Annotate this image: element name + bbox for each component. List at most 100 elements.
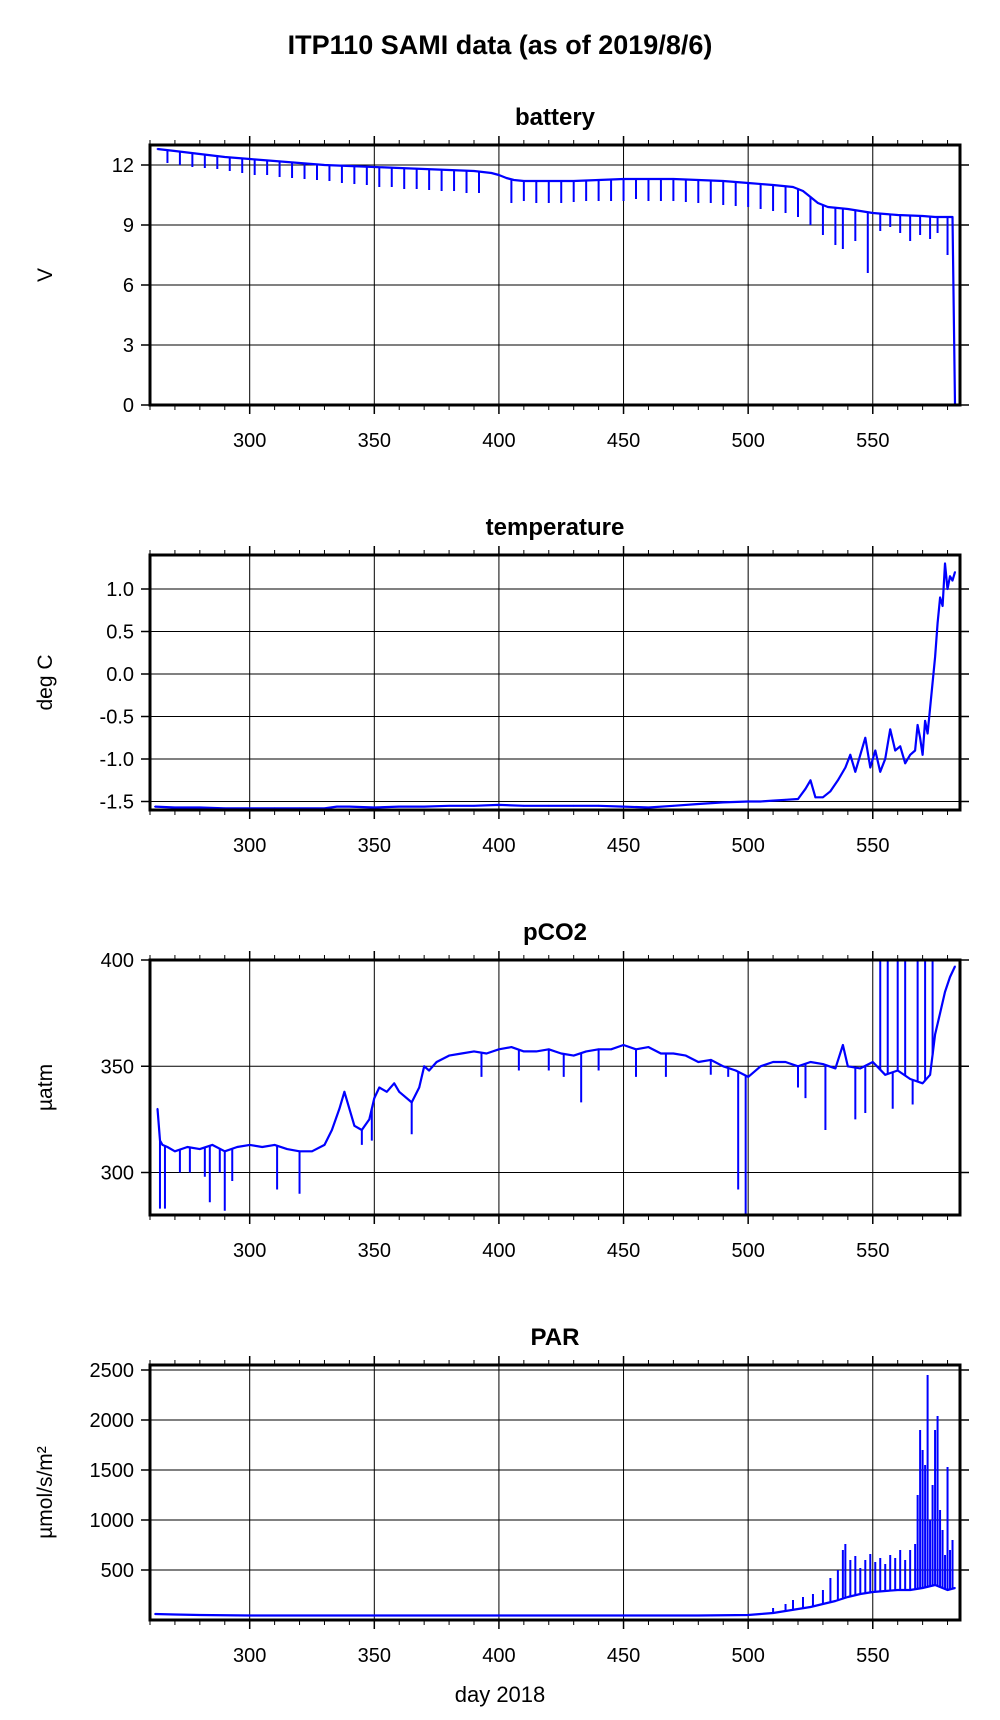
par-title: PAR: [531, 1324, 580, 1351]
par-data-point: [954, 1587, 956, 1589]
temperature-data-point: [954, 571, 956, 573]
battery-data-point: [934, 216, 936, 218]
par-data-point: [154, 1613, 156, 1615]
battery-data-point: [248, 158, 251, 160]
pco2-panel: pCO2 300 350 400 450 500 550 300 350 400 µatm: [34, 919, 969, 1262]
pco2-data-point: [784, 1061, 787, 1063]
temperature-data-point: [904, 762, 907, 765]
pco2-data-point: [535, 1050, 538, 1053]
temperature-data-point: [924, 719, 926, 722]
battery-xtick-label: 300: [233, 430, 266, 452]
pco2-data-point: [949, 976, 951, 978]
temperature-data-point: [572, 804, 575, 807]
temperature-data-point: [931, 681, 934, 684]
pco2-data-point: [398, 1090, 401, 1093]
temperature-ytick-label: -1.0: [100, 749, 134, 771]
battery-data-point: [273, 160, 276, 162]
pco2-xtick-label: 500: [731, 1240, 764, 1262]
par-data-point: [809, 1606, 812, 1608]
pco2-data-point: [747, 1076, 750, 1078]
temperature-xtick-label: 550: [856, 835, 889, 857]
par-data-point: [547, 1614, 550, 1617]
battery-data-point: [423, 168, 426, 170]
par-ytick-label: 1500: [90, 1460, 135, 1482]
battery-data-point: [817, 202, 819, 204]
temperature-data-point: [672, 804, 675, 807]
temperature-data-point: [946, 588, 949, 590]
temperature-data-point: [909, 753, 912, 756]
pco2-data-point: [273, 1144, 276, 1146]
temperature-data-point: [889, 728, 892, 731]
pco2-data-point: [343, 1090, 346, 1093]
pco2-title: pCO2: [523, 919, 587, 946]
temperature-data-point: [697, 803, 700, 805]
battery-data-point: [951, 216, 954, 218]
battery-data-point: [348, 165, 351, 167]
battery-data-point: [223, 156, 226, 158]
pco2-data-point: [610, 1048, 612, 1051]
temperature-ylabel: deg C: [34, 654, 57, 710]
battery-xtick-label: 450: [607, 430, 640, 452]
temperature-data-point: [844, 766, 847, 769]
pco2-data-point: [921, 1082, 924, 1085]
figure-title: ITP110 SAMI data (as of 2019/8/6): [287, 30, 713, 60]
par-data: [154, 1375, 956, 1617]
temperature-xtick-label: 500: [731, 835, 764, 857]
battery-data-point: [298, 162, 301, 164]
temperature-xtick-label: 450: [607, 835, 640, 857]
pco2-data-point: [286, 1148, 288, 1150]
battery-ytick-label: 3: [123, 335, 134, 357]
par-data-point: [448, 1614, 450, 1617]
battery-data-point: [513, 179, 515, 181]
pco2-data-point: [734, 1069, 737, 1072]
temperature-data-point: [926, 732, 929, 735]
pco2-frame: [148, 958, 962, 1217]
temperature-data-point: [869, 766, 872, 769]
temperature-data-point: [784, 798, 787, 801]
temperature-data-point: [884, 758, 887, 760]
temperature-data-point: [198, 806, 201, 809]
temperature-data-point: [899, 745, 902, 748]
pco2-xtick-label: 400: [482, 1240, 515, 1262]
temperature-data-point: [921, 753, 924, 756]
battery-data-point: [498, 174, 500, 176]
x-axis-label: day 2018: [454, 1682, 546, 1707]
temperature-data-point: [522, 804, 525, 807]
battery-data-point: [373, 166, 376, 168]
battery-xtick-label: 400: [482, 430, 515, 452]
temperature-data-point: [647, 806, 650, 809]
par-ytick-label: 2000: [90, 1410, 135, 1432]
battery-ytick-label: 0: [123, 395, 134, 417]
par-panel: PAR 300 350 400 450 500 550 500 1000 1500 2000 2500…: [34, 1324, 969, 1667]
par-data-point: [174, 1613, 176, 1616]
temperature-data-point: [829, 790, 832, 793]
pco2-data: [156, 960, 956, 1215]
temperature-data-point: [174, 806, 176, 809]
pco2-data-point: [884, 1073, 887, 1076]
pco2-data-point: [378, 1086, 381, 1089]
pco2-ylabel: µatm: [34, 1064, 57, 1111]
par-data-point: [622, 1614, 625, 1617]
pco2-data-point: [809, 1061, 812, 1063]
pco2-data-point: [331, 1129, 333, 1131]
temperature-data: [154, 562, 957, 810]
par-ytick-label: 500: [101, 1560, 134, 1582]
battery-data-point: [792, 186, 794, 188]
temperature-data-point: [547, 804, 550, 807]
temperature-data-point: [622, 805, 625, 808]
battery-ytick-label: 9: [123, 215, 134, 237]
pco2-data-point: [939, 1012, 941, 1014]
battery-xtick-label: 350: [358, 430, 391, 452]
temperature-data-point: [874, 749, 877, 752]
pco2-data-point: [834, 1067, 837, 1070]
pco2-data-point: [522, 1050, 525, 1053]
temperature-xtick-label: 350: [358, 835, 391, 857]
pco2-data-point: [822, 1063, 824, 1065]
battery-data-point: [448, 169, 450, 171]
pco2-data-point: [622, 1044, 625, 1046]
pco2-data-point: [759, 1065, 762, 1068]
battery-ylabel: V: [34, 268, 57, 282]
pco2-ytick-label: 350: [101, 1056, 134, 1078]
par-xtick-label: 550: [856, 1645, 889, 1667]
pco2-data-point: [198, 1148, 201, 1150]
